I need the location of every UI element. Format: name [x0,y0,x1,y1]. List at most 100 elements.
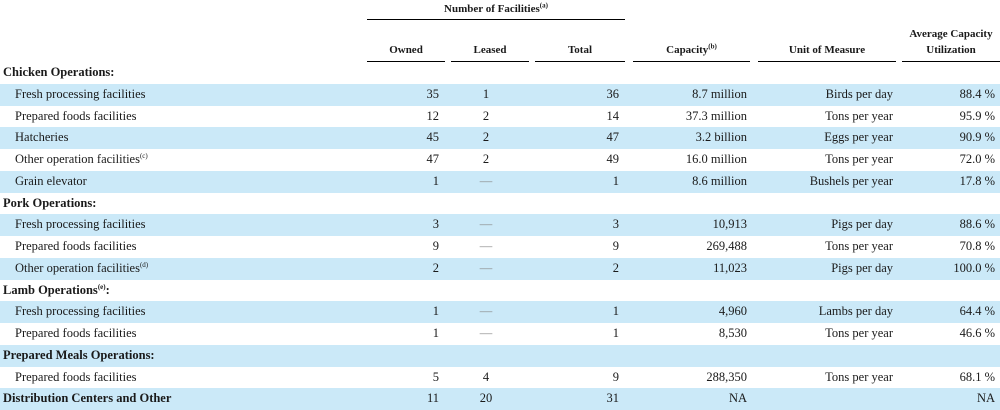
utilization-header: Average Capacity Utilization [902,26,1000,62]
footnote-marker: (e) [97,282,106,291]
row-label: Fresh processing facilities [15,84,146,106]
utilization-cell: 88.4 % [959,86,995,101]
total-cell: 36 [606,86,620,101]
utilization-cell: 88.6 % [959,217,995,232]
unit-cell: Tons per year [825,152,893,166]
owned-cell: 3 [432,217,439,232]
row-label: Prepared Meals Operations: [3,345,155,367]
capacity-cell: 16.0 million [685,152,747,166]
row-label: Fresh processing facilities [15,301,146,323]
leased-cell: 2 [482,108,490,123]
utilization-cell: 46.6 % [959,326,995,340]
table-row: Grain elevator 1 — 1 8.6 million Bushels per … [0,170,1000,193]
utilization-cell: 17.8 % [959,173,995,188]
row-label-text: Prepared foods facilities [15,369,137,384]
row-label: Lamb Operations(e): [3,280,110,302]
total-cell: 31 [606,391,620,406]
unit-cell: Lambs per day [818,304,893,319]
number-of-facilities-header: Number of Facilities(a) [367,0,625,20]
utilization-cell: NA [976,391,995,406]
owned-cell: 1 [432,326,439,340]
footnote-marker: (b) [708,42,717,51]
row-label: Pork Operations: [3,193,96,215]
leased-cell: — [479,260,493,275]
row-label: Fresh processing facilities [15,214,146,236]
total-cell: 14 [606,108,620,123]
leased-cell: 1 [482,86,490,101]
capacity-cell: 10,913 [712,217,747,232]
owned-cell: 47 [426,152,440,166]
capacity-cell: 3.2 billion [695,130,747,145]
row-label-text: Grain elevator [15,173,87,188]
row-label-text: Other operation facilities [15,260,140,275]
table-row: Prepared foods facilities 9 — 9 269,488 Tons … [0,236,1000,258]
capacity-header: Capacity(b) [633,42,750,62]
section-row: Prepared Meals Operations: [0,344,1000,367]
unit-cell: Pigs per day [831,260,893,275]
capacity-header-label: Capacity [666,44,709,56]
facilities-table: Chicken Operations: Fresh processing faci… [0,62,1000,410]
total-cell: 1 [612,326,619,340]
row-label: Prepared foods facilities [15,236,136,258]
leased-cell: — [479,173,493,188]
row-label: Grain elevator [15,171,87,193]
row-label: Chicken Operations: [3,62,114,84]
row-label: Distribution Centers and Other [3,388,171,410]
owned-cell: 35 [426,86,440,101]
utilization-cell: 64.4 % [959,304,995,319]
row-label-text: Pork Operations: [3,195,97,210]
total-cell: 47 [606,130,620,145]
unit-cell: Tons per year [825,239,893,253]
utilization-cell: 70.8 % [959,239,995,253]
total-cell: 1 [612,173,619,188]
leased-cell: 2 [482,130,490,145]
section-row: Lamb Operations(e): [0,280,1000,302]
unit-cell: Pigs per day [831,217,893,232]
section-row: Distribution Centers and Other 11 20 31 NA NA [0,388,1000,410]
row-label: Hatcheries [15,127,68,149]
owned-cell: 12 [426,108,440,123]
owned-cell: 5 [432,369,439,384]
section-row: Chicken Operations: [0,62,1000,84]
utilization-header-line2: Utilization [926,44,976,56]
section-row: Pork Operations: [0,193,1000,215]
leased-cell: 20 [479,391,493,406]
row-label: Prepared foods facilities [15,367,136,389]
utilization-cell: 72.0 % [959,152,995,166]
capacity-cell: 8.7 million [692,86,747,101]
group-title: Number of Facilities [444,3,540,15]
unit-cell: Bushels per year [809,173,893,188]
owned-cell: 11 [426,391,439,406]
unit-cell: Tons per year [825,326,893,340]
row-label: Prepared foods facilities [15,106,136,128]
column-header-row: Owned Leased Total Capacity(b) Unit of M… [0,22,1000,62]
table-row: Fresh processing facilities 1 — 1 4,960 Lambs… [0,301,1000,323]
capacity-cell: 8.6 million [692,173,747,188]
row-label-text: Prepared foods facilities [15,326,137,340]
leased-cell: — [479,217,493,232]
unit-cell: Birds per day [825,86,893,101]
footnote-marker: (c) [139,151,148,160]
leased-cell: 2 [482,152,490,166]
leased-header: Leased [451,42,529,62]
row-label: Prepared foods facilities [15,323,136,345]
unit-of-measure-header: Unit of Measure [758,42,896,62]
owned-cell: 1 [432,173,439,188]
row-label-text: Prepared foods facilities [15,108,137,123]
table-row: Fresh processing facilities 3 — 3 10,913 Pigs… [0,214,1000,236]
total-cell: 9 [612,239,619,253]
leased-cell: — [479,239,493,253]
utilization-cell: 90.9 % [959,130,995,145]
table-row: Fresh processing facilities 35 1 36 8.7 mill… [0,83,1000,106]
total-cell: 9 [612,369,619,384]
row-label-text: Prepared foods facilities [15,239,137,253]
capacity-cell: NA [728,391,747,406]
owned-cell: 45 [426,130,440,145]
row-label-text: Hatcheries [15,130,69,145]
owned-cell: 2 [432,260,439,275]
row-label-text: Prepared Meals Operations: [3,347,155,362]
capacity-cell: 8,530 [718,326,747,340]
total-header: Total [535,42,625,62]
capacity-cell: 11,023 [713,260,747,275]
row-label-text: Lamb Operations [3,282,98,297]
